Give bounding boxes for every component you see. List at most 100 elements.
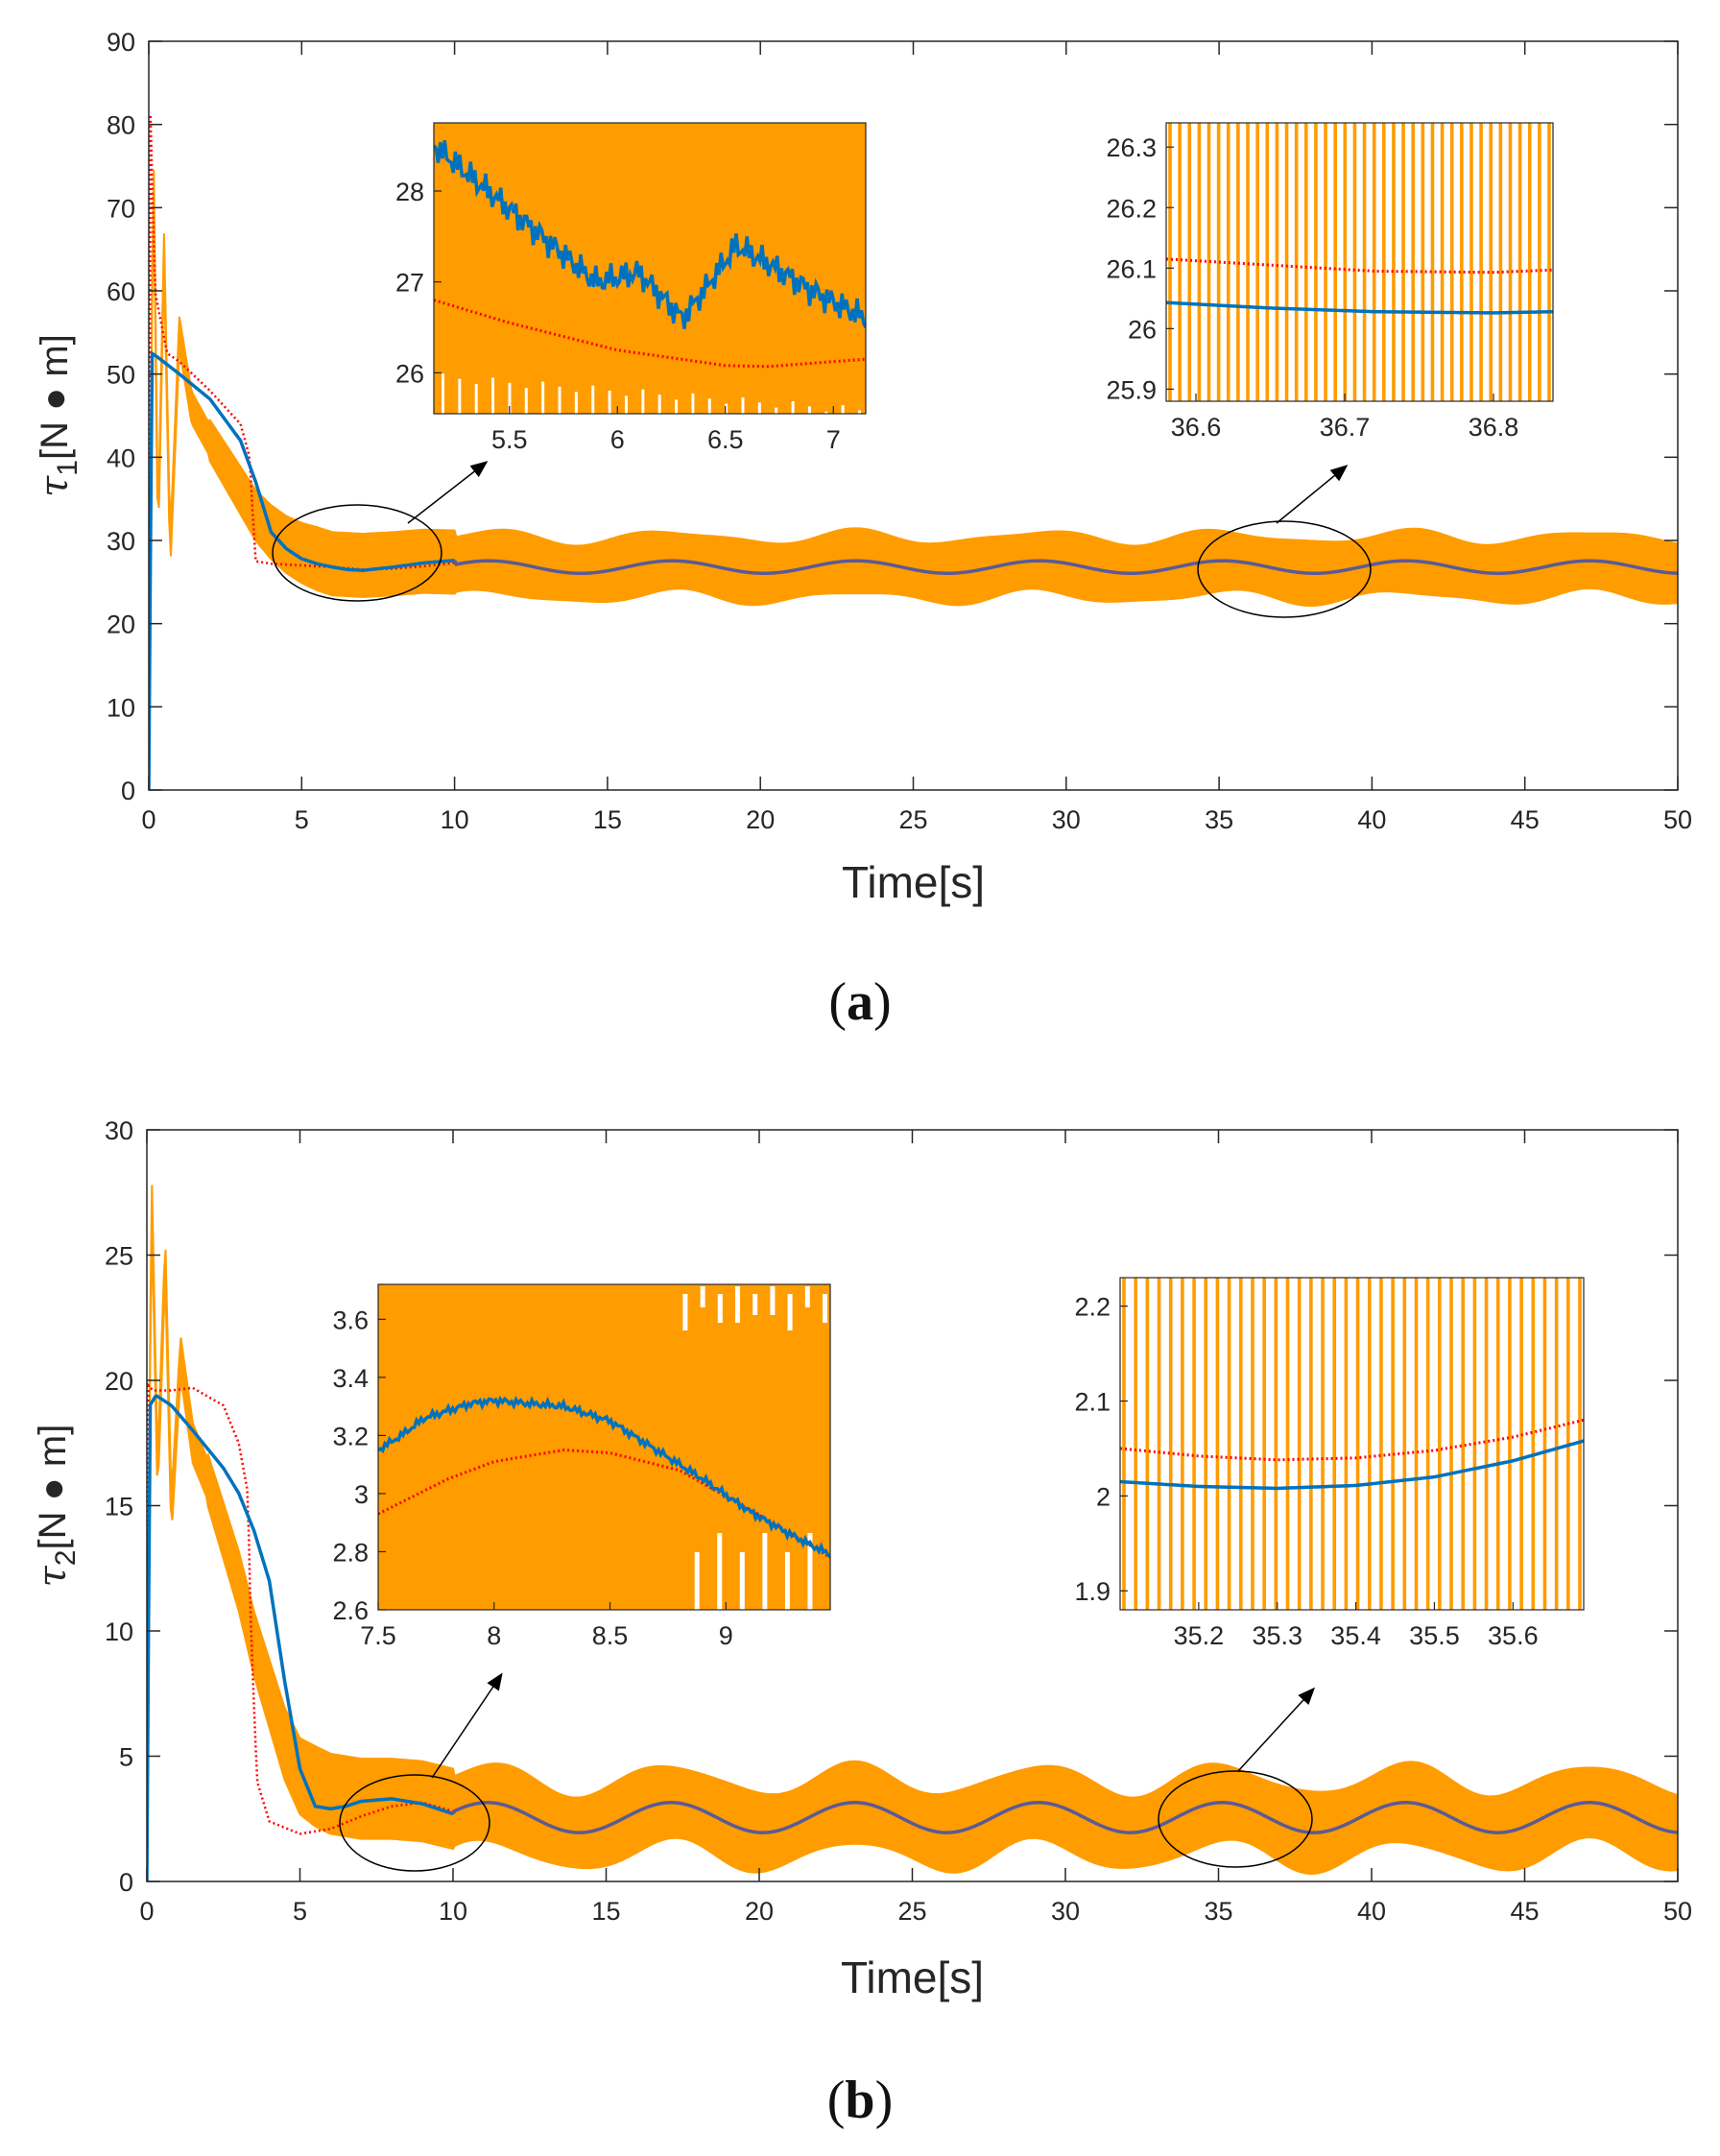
inset-x-tick-label: 9	[719, 1621, 733, 1650]
inset-orange-stripe	[1324, 123, 1327, 401]
y-tick-label: 80	[107, 111, 135, 140]
y-axis-unit: [N ● m]	[34, 334, 76, 460]
inset-y-tick-label: 1.9	[1074, 1577, 1111, 1606]
y-tick-label: 20	[107, 611, 135, 639]
x-tick-label: 50	[1663, 1897, 1692, 1926]
inset-series-blue	[1120, 1439, 1584, 1491]
inset-orange-stripe	[1262, 1278, 1266, 1610]
inset-y-tick-label: 26	[395, 359, 424, 388]
inset-frame	[1119, 1277, 1585, 1611]
x-tick-label: 35	[1204, 1897, 1232, 1926]
inset-orange-stripe	[1367, 1278, 1372, 1610]
x-tick-label: 30	[1051, 1897, 1080, 1926]
x-axis-label: Time[s]	[842, 857, 985, 907]
inset-x-tick-label: 6.5	[707, 425, 744, 454]
inset-orange-stripe	[1508, 123, 1513, 401]
chart-tau1: 0 5 10 15 20 25 30 35 40 45 50 0 10 20 30 40 50 60 70 80 90 T…	[33, 28, 1692, 1032]
inset-orange-stripe	[1238, 1278, 1243, 1610]
x-tick-label: 30	[1052, 805, 1081, 834]
inset-y-tick-label: 26.1	[1106, 254, 1157, 283]
inset-orange-stripe	[1204, 1278, 1208, 1610]
x-tick-label: 20	[746, 805, 775, 834]
inset-x-tick-label: 35.5	[1409, 1621, 1460, 1650]
inset-x-tick-label: 8.5	[592, 1621, 629, 1650]
inset-orange-stripe	[1321, 1278, 1325, 1610]
inset-y-tick-label: 26.2	[1106, 194, 1157, 223]
y-axis-symbol: τ	[33, 475, 77, 497]
x-tick-label: 35	[1205, 805, 1233, 834]
inset-orange-stripe	[1531, 1278, 1536, 1610]
zoom-inset-2: 36.6 36.7 36.8 25.9 26 26.1 26.2 26.3	[1106, 122, 1554, 442]
inset-orange-stripe	[1168, 1278, 1173, 1610]
inset-orange-stripe	[1145, 1278, 1150, 1610]
y-axis-symbol: τ	[31, 1565, 75, 1587]
panel-label: (b)	[827, 2071, 893, 2130]
y-tick-label: 5	[119, 1743, 133, 1772]
inset-orange-stripe	[1469, 123, 1473, 401]
inset-orange-stripe	[1297, 1278, 1302, 1610]
inset-y-tick-label: 26	[1128, 315, 1157, 344]
inset-orange-stripe	[1547, 123, 1551, 401]
x-tick-label: 50	[1663, 805, 1692, 834]
inset-orange-stripe	[1314, 123, 1318, 401]
y-tick-label: 50	[107, 361, 135, 390]
inset-orange-stripe	[1554, 1278, 1559, 1610]
inset-orange-stripe	[1489, 123, 1493, 401]
zoom-region-ellipse	[339, 1774, 490, 1872]
chart-tau2: 0 5 10 15 20 25 30 35 40 45 50 0 5 10 15 20 25 30 Time[s] τ…	[31, 1116, 1692, 2130]
y-axis-label: τ2[N ● m]	[31, 1425, 82, 1588]
y-tick-label: 30	[105, 1116, 133, 1145]
zoom-inset-1: 5.5 6 6.5 7 26 27 28	[395, 122, 867, 454]
inset-orange-stripe	[1527, 123, 1532, 401]
panel-label: (a)	[828, 972, 891, 1032]
x-tick-label: 15	[593, 805, 622, 834]
inset-orange-stripe	[1227, 1278, 1231, 1610]
inset-orange-stripe	[1411, 123, 1416, 401]
inset-orange-stripe	[1352, 123, 1357, 401]
inset-y-tick-label: 3.6	[332, 1306, 369, 1334]
inset-orange-stripe	[1484, 1278, 1489, 1610]
y-tick-label: 60	[107, 277, 135, 306]
inset-orange-stripe	[1392, 123, 1396, 401]
y-tick-label: 25	[105, 1242, 133, 1271]
inset-orange-stripe	[1216, 123, 1221, 401]
x-tick-label: 45	[1510, 1897, 1539, 1926]
inset-orange-stripe	[1425, 1278, 1430, 1610]
x-tick-label: 25	[897, 1897, 926, 1926]
y-tick-label: 10	[105, 1617, 133, 1646]
x-tick-label: 15	[591, 1897, 620, 1926]
inset-orange-stripe	[1275, 123, 1279, 401]
inset-y-tick-label: 2.6	[332, 1596, 369, 1625]
inset-x-tick-label: 7	[826, 425, 841, 454]
inset-x-tick-label: 36.7	[1320, 413, 1371, 442]
y-tick-label: 90	[107, 28, 135, 57]
x-tick-label: 25	[898, 805, 927, 834]
inset-orange-stripe	[1498, 123, 1503, 401]
inset-x-tick-label: 35.2	[1174, 1621, 1225, 1650]
series-blue	[147, 1394, 454, 1881]
inset-x-tick-label: 35.4	[1330, 1621, 1381, 1650]
inset-orange-stripe	[1461, 1278, 1466, 1610]
inset-orange-stripe	[1181, 1278, 1184, 1610]
y-tick-label: 40	[107, 443, 135, 472]
inset-orange-stripe	[1178, 123, 1182, 401]
inset-orange-stripe	[1372, 123, 1376, 401]
series-blue-steady	[452, 559, 1678, 575]
inset-orange-stripe	[1401, 123, 1405, 401]
inset-frame	[377, 1283, 831, 1611]
y-axis-subscript: 2	[50, 1550, 82, 1567]
y-tick-label: 0	[119, 1868, 133, 1897]
inset-orange-stripe	[1168, 123, 1172, 401]
inset-orange-stripe	[1343, 123, 1348, 401]
inset-x-tick-label: 36.8	[1469, 413, 1519, 442]
inset-frame	[433, 122, 867, 415]
y-tick-label: 0	[121, 777, 135, 805]
inset-y-tick-label: 28	[395, 178, 424, 206]
x-axis-label: Time[s]	[841, 1952, 984, 2002]
inset-orange-stripe	[1430, 123, 1435, 401]
inset-orange-stripe	[1519, 1278, 1523, 1610]
inset-orange-stripe	[1226, 123, 1230, 401]
inset-orange-stripe	[1303, 123, 1308, 401]
inset-y-tick-label: 26.3	[1106, 133, 1157, 162]
inset-series-red	[1120, 1418, 1584, 1462]
